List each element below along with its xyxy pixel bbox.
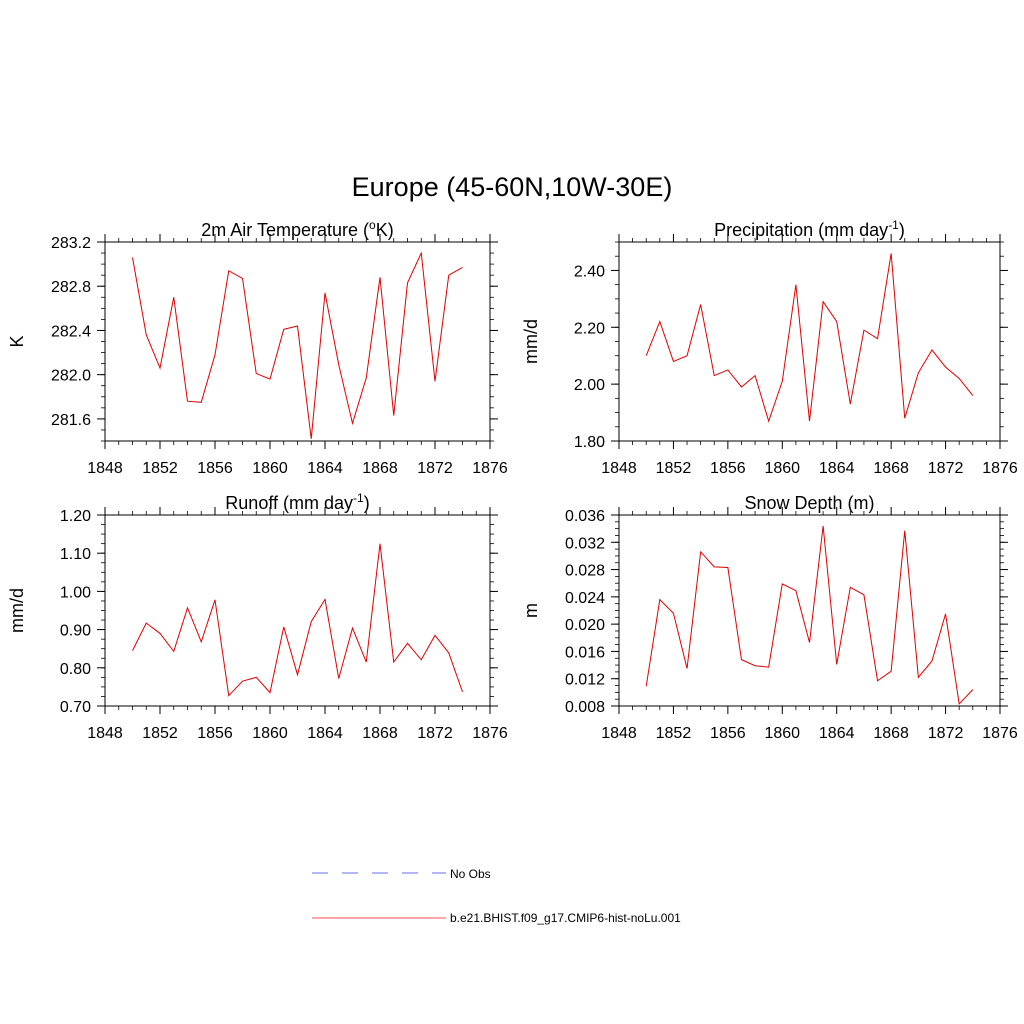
precipitation-xtick-label: 1848 bbox=[601, 460, 637, 477]
precipitation-ytick-label: 1.80 bbox=[574, 434, 605, 451]
air-temperature-ytick-label: 281.6 bbox=[51, 412, 91, 429]
precipitation-ylabel: mm/d bbox=[521, 319, 541, 364]
snow-depth-xtick-label: 1864 bbox=[819, 725, 855, 742]
precipitation-xtick-label: 1852 bbox=[656, 460, 692, 477]
runoff-title-sup: -1 bbox=[353, 491, 364, 505]
precipitation-xtick-label: 1868 bbox=[873, 460, 909, 477]
runoff-series-line bbox=[132, 543, 463, 697]
snow-depth-ytick-label: 0.016 bbox=[565, 644, 605, 661]
snow-depth-xtick-label: 1856 bbox=[710, 725, 746, 742]
air-temperature-title-tail: K) bbox=[376, 220, 394, 240]
runoff-xtick-label: 1876 bbox=[472, 725, 508, 742]
snow-depth-ytick-label: 0.036 bbox=[565, 508, 605, 525]
air-temperature-ylabel: K bbox=[7, 335, 27, 347]
legend-model-label: b.e21.BHIST.f09_g17.CMIP6-hist-noLu.001 bbox=[450, 911, 681, 925]
snow-depth-ytick-label: 0.028 bbox=[565, 563, 605, 580]
air-temperature-ytick-label: 283.2 bbox=[51, 235, 91, 252]
snow-depth-ytick-label: 0.032 bbox=[565, 535, 605, 552]
snow-depth-xtick-label: 1852 bbox=[656, 725, 692, 742]
air-temperature-xtick-label: 1864 bbox=[307, 460, 343, 477]
precipitation-xtick-label: 1864 bbox=[819, 460, 855, 477]
air-temperature-title: 2m Air Temperature (oK) bbox=[201, 218, 393, 240]
runoff-xtick-label: 1872 bbox=[417, 725, 453, 742]
snow-depth-ytick-label: 0.024 bbox=[565, 590, 605, 607]
precipitation-series-line bbox=[645, 253, 974, 423]
precipitation-title-sup: -1 bbox=[888, 218, 899, 232]
runoff-xtick-label: 1852 bbox=[142, 725, 178, 742]
air-temperature-ytick-label: 282.8 bbox=[51, 279, 91, 296]
snow-depth-plot-frame bbox=[618, 514, 1001, 707]
snow-depth-series-line bbox=[645, 525, 974, 706]
panel-precipitation: Precipitation (mm day-1) mm/d 1848 1852 1856… bbox=[521, 218, 1018, 477]
snow-depth-ytick-label: 0.008 bbox=[565, 699, 605, 716]
runoff-plot-frame bbox=[104, 514, 491, 707]
precipitation-title: Precipitation (mm day-1) bbox=[714, 218, 905, 240]
precipitation-plot-frame bbox=[618, 241, 1001, 442]
precipitation-ytick-label: 2.40 bbox=[574, 263, 605, 280]
figure-title: Europe (45-60N,10W-30E) bbox=[352, 172, 673, 202]
runoff-xtick-label: 1848 bbox=[87, 725, 123, 742]
air-temperature-xtick-label: 1856 bbox=[197, 460, 233, 477]
air-temperature-xtick-label: 1852 bbox=[142, 460, 178, 477]
runoff-xtick-label: 1864 bbox=[307, 725, 343, 742]
air-temperature-plot-frame bbox=[104, 241, 491, 442]
runoff-xtick-label: 1856 bbox=[197, 725, 233, 742]
air-temperature-xtick-label: 1872 bbox=[417, 460, 453, 477]
runoff-ytick-label: 1.10 bbox=[60, 546, 91, 563]
runoff-ylabel: mm/d bbox=[7, 588, 27, 633]
legend-no-obs-label: No Obs bbox=[450, 867, 491, 881]
runoff-ytick-label: 0.70 bbox=[60, 699, 91, 716]
air-temperature-ytick-label: 282.4 bbox=[51, 323, 91, 340]
precipitation-ytick-label: 2.00 bbox=[574, 377, 605, 394]
precipitation-title-text: Precipitation (mm day bbox=[714, 220, 888, 240]
air-temperature-xtick-label: 1868 bbox=[362, 460, 398, 477]
air-temperature-ytick-label: 282.0 bbox=[51, 368, 91, 385]
snow-depth-xtick-label: 1876 bbox=[982, 725, 1018, 742]
snow-depth-title-text: Snow Depth (m) bbox=[744, 493, 874, 513]
runoff-title-text: Runoff (mm day bbox=[225, 493, 353, 513]
air-temperature-xtick-label: 1860 bbox=[252, 460, 288, 477]
runoff-ytick-label: 1.20 bbox=[60, 508, 91, 525]
air-temperature-title-text: 2m Air Temperature ( bbox=[201, 220, 369, 240]
snow-depth-xtick-label: 1848 bbox=[601, 725, 637, 742]
runoff-title-tail: ) bbox=[364, 493, 370, 513]
precipitation-xtick-label: 1860 bbox=[764, 460, 800, 477]
runoff-title: Runoff (mm day-1) bbox=[225, 491, 369, 513]
runoff-ytick-label: 1.00 bbox=[60, 584, 91, 601]
precipitation-ytick-label: 2.20 bbox=[574, 320, 605, 337]
legend: No Obs b.e21.BHIST.f09_g17.CMIP6-hist-no… bbox=[312, 867, 681, 925]
snow-depth-xtick-label: 1868 bbox=[873, 725, 909, 742]
panel-runoff: Runoff (mm day-1) mm/d 1848 1852 1856 1860 186… bbox=[7, 491, 508, 742]
snow-depth-xtick-label: 1872 bbox=[928, 725, 964, 742]
snow-depth-ylabel: m bbox=[521, 603, 541, 618]
precipitation-xtick-label: 1872 bbox=[928, 460, 964, 477]
runoff-ytick-label: 0.80 bbox=[60, 661, 91, 678]
runoff-xtick-label: 1860 bbox=[252, 725, 288, 742]
air-temperature-title-sup: o bbox=[369, 218, 376, 232]
air-temperature-series-line bbox=[132, 251, 463, 439]
snow-depth-ytick-label: 0.012 bbox=[565, 672, 605, 689]
snow-depth-xtick-label: 1860 bbox=[764, 725, 800, 742]
runoff-xtick-label: 1868 bbox=[362, 725, 398, 742]
snow-depth-title: Snow Depth (m) bbox=[744, 493, 874, 513]
snow-depth-ytick-label: 0.020 bbox=[565, 617, 605, 634]
precipitation-title-tail: ) bbox=[899, 220, 905, 240]
precipitation-xtick-label: 1856 bbox=[710, 460, 746, 477]
air-temperature-xtick-label: 1876 bbox=[472, 460, 508, 477]
panel-air-temperature: 2m Air Temperature (oK) K 1848 1852 1856 1860… bbox=[7, 218, 508, 477]
panel-snow-depth: Snow Depth (m) m 1848 1852 1856 1860 1864 1868 1… bbox=[521, 493, 1018, 742]
precipitation-xtick-label: 1876 bbox=[982, 460, 1018, 477]
air-temperature-xtick-label: 1848 bbox=[87, 460, 123, 477]
runoff-ytick-label: 0.90 bbox=[60, 623, 91, 640]
